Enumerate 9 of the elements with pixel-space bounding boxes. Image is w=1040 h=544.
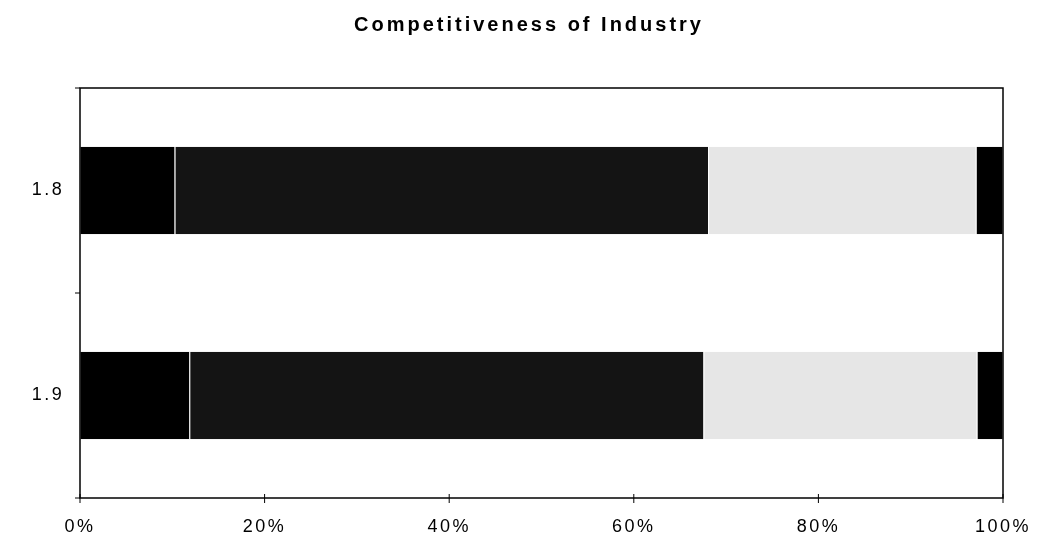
y-tick-label: 1.9 [31,384,65,405]
chart-title: Competitiveness of Industry [354,13,704,35]
x-tick-label: 20% [242,516,287,536]
x-tick-label: 40% [427,516,471,536]
y-tick-label: 1.8 [31,179,65,200]
x-tick-label: 60% [612,516,656,536]
x-tick-label: 0% [64,516,96,536]
x-tick-label: 100% [974,516,1032,536]
x-tick-label: 80% [796,516,841,536]
